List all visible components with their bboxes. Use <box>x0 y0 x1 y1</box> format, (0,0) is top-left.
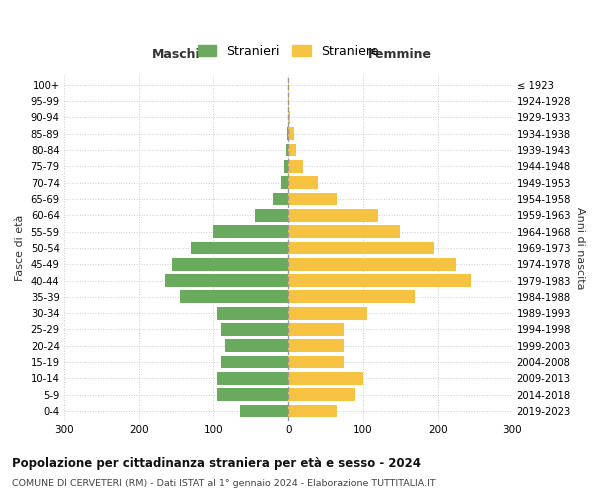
Bar <box>191 242 288 254</box>
Bar <box>288 192 337 205</box>
Bar <box>288 144 296 156</box>
Bar <box>288 356 344 368</box>
Bar <box>288 340 344 352</box>
Bar <box>221 323 288 336</box>
Text: Popolazione per cittadinanza straniera per età e sesso - 2024: Popolazione per cittadinanza straniera p… <box>12 458 421 470</box>
Bar <box>286 144 288 156</box>
Bar <box>284 160 288 172</box>
Bar <box>217 388 288 401</box>
Bar <box>273 192 288 205</box>
Bar <box>288 258 457 270</box>
Bar <box>224 340 288 352</box>
Y-axis label: Anni di nascita: Anni di nascita <box>575 206 585 289</box>
Bar <box>288 290 415 303</box>
Bar <box>288 372 363 385</box>
Bar <box>288 307 367 320</box>
Bar <box>221 356 288 368</box>
Bar <box>288 225 400 238</box>
Bar <box>180 290 288 303</box>
Bar <box>288 209 378 222</box>
Text: COMUNE DI CERVETERI (RM) - Dati ISTAT al 1° gennaio 2024 - Elaborazione TUTTITAL: COMUNE DI CERVETERI (RM) - Dati ISTAT al… <box>12 479 436 488</box>
Bar <box>288 78 289 91</box>
Bar <box>239 404 288 417</box>
Bar <box>288 242 434 254</box>
Bar <box>281 176 288 189</box>
Bar <box>254 209 288 222</box>
Text: Maschi: Maschi <box>152 48 200 61</box>
Text: Femmine: Femmine <box>368 48 432 61</box>
Bar <box>214 225 288 238</box>
Bar <box>288 94 289 108</box>
Legend: Stranieri, Straniere: Stranieri, Straniere <box>193 40 383 62</box>
Bar <box>165 274 288 287</box>
Bar <box>288 111 290 124</box>
Bar <box>288 160 303 172</box>
Bar <box>217 372 288 385</box>
Bar <box>288 404 337 417</box>
Bar <box>288 128 294 140</box>
Bar <box>217 307 288 320</box>
Bar <box>172 258 288 270</box>
Bar <box>288 176 318 189</box>
Y-axis label: Fasce di età: Fasce di età <box>15 214 25 281</box>
Bar <box>287 128 288 140</box>
Bar <box>288 323 344 336</box>
Bar <box>288 388 355 401</box>
Bar <box>288 274 472 287</box>
